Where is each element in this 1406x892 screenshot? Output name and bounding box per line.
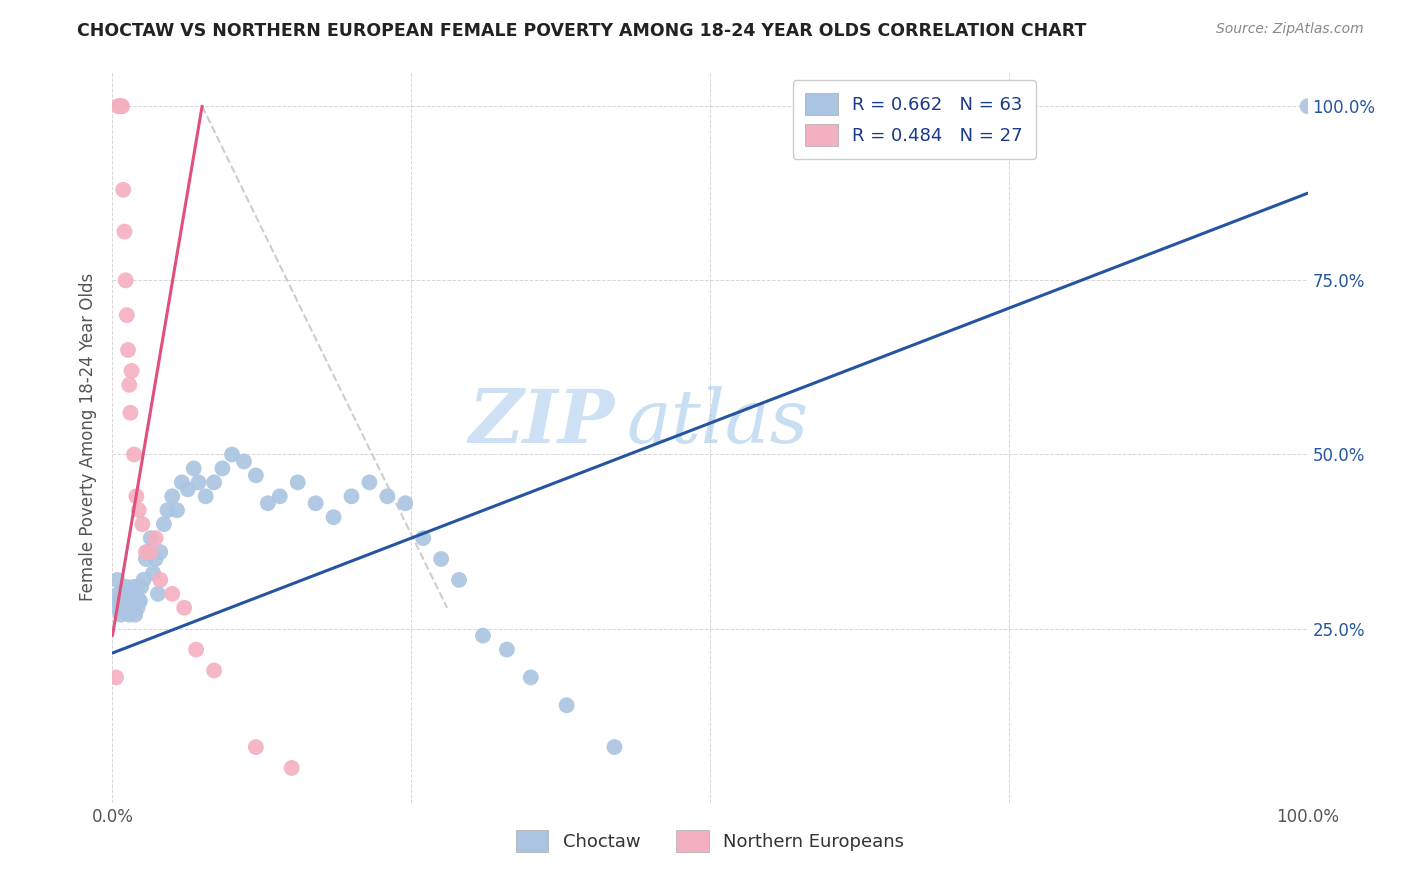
Point <box>146 587 169 601</box>
Point <box>135 552 157 566</box>
Point <box>125 587 148 601</box>
Point <box>412 531 434 545</box>
Point <box>107 99 129 113</box>
Point <box>135 545 157 559</box>
Point <box>111 99 134 113</box>
Point <box>122 448 145 462</box>
Point <box>114 273 136 287</box>
Point <box>125 489 148 503</box>
Point <box>202 664 225 678</box>
Point <box>520 670 543 684</box>
Point <box>107 587 129 601</box>
Point <box>115 580 138 594</box>
Text: atlas: atlas <box>627 386 808 458</box>
Point <box>105 670 128 684</box>
Point <box>139 545 162 559</box>
Point <box>118 377 141 392</box>
Point <box>111 587 134 601</box>
Point <box>340 489 363 503</box>
Point <box>115 308 138 322</box>
Point <box>177 483 200 497</box>
Point <box>105 600 128 615</box>
Point <box>131 517 153 532</box>
Point <box>305 496 328 510</box>
Point <box>183 461 205 475</box>
Point <box>127 600 149 615</box>
Point <box>496 642 519 657</box>
Point <box>166 503 188 517</box>
Point <box>269 489 291 503</box>
Point <box>118 607 141 622</box>
Point <box>233 454 256 468</box>
Legend: Choctaw, Northern Europeans: Choctaw, Northern Europeans <box>509 823 911 860</box>
Point <box>120 406 142 420</box>
Point <box>245 468 267 483</box>
Point <box>108 99 131 113</box>
Point <box>138 545 160 559</box>
Point <box>202 475 225 490</box>
Point <box>128 594 150 608</box>
Point <box>139 531 162 545</box>
Point <box>430 552 453 566</box>
Text: CHOCTAW VS NORTHERN EUROPEAN FEMALE POVERTY AMONG 18-24 YEAR OLDS CORRELATION CH: CHOCTAW VS NORTHERN EUROPEAN FEMALE POVE… <box>77 22 1087 40</box>
Point <box>394 496 416 510</box>
Point <box>112 183 135 197</box>
Y-axis label: Female Poverty Among 18-24 Year Olds: Female Poverty Among 18-24 Year Olds <box>79 273 97 601</box>
Point <box>124 607 146 622</box>
Point <box>121 364 143 378</box>
Point <box>114 225 135 239</box>
Point <box>110 99 132 113</box>
Point <box>447 573 470 587</box>
Point <box>194 489 217 503</box>
Point <box>114 594 135 608</box>
Point <box>128 503 150 517</box>
Point <box>132 573 155 587</box>
Text: Source: ZipAtlas.com: Source: ZipAtlas.com <box>1216 22 1364 37</box>
Point <box>162 587 183 601</box>
Point <box>162 489 183 503</box>
Point <box>187 475 209 490</box>
Point <box>603 740 626 755</box>
Point <box>211 461 233 475</box>
Point <box>221 448 243 462</box>
Point <box>257 496 280 510</box>
Point <box>322 510 344 524</box>
Point <box>170 475 193 490</box>
Point <box>156 503 179 517</box>
Point <box>555 698 578 713</box>
Point <box>173 600 195 615</box>
Point <box>186 642 208 657</box>
Point <box>117 343 139 357</box>
Text: ZIP: ZIP <box>468 386 614 458</box>
Point <box>842 99 865 113</box>
Point <box>359 475 381 490</box>
Point <box>110 607 132 622</box>
Point <box>153 517 176 532</box>
Point <box>121 587 143 601</box>
Point <box>117 600 139 615</box>
Point <box>112 600 135 615</box>
Point <box>129 594 152 608</box>
Point <box>129 580 152 594</box>
Point <box>472 629 495 643</box>
Point <box>149 545 172 559</box>
Point <box>142 566 165 580</box>
Point <box>121 600 143 615</box>
Point <box>105 573 128 587</box>
Point <box>120 594 142 608</box>
Point <box>149 573 172 587</box>
Point <box>287 475 309 490</box>
Point <box>377 489 399 503</box>
Point <box>281 761 304 775</box>
Point <box>114 587 136 601</box>
Point <box>145 552 167 566</box>
Point <box>108 594 131 608</box>
Point <box>245 740 267 755</box>
Point <box>145 531 167 545</box>
Point <box>1296 99 1319 113</box>
Point <box>122 580 145 594</box>
